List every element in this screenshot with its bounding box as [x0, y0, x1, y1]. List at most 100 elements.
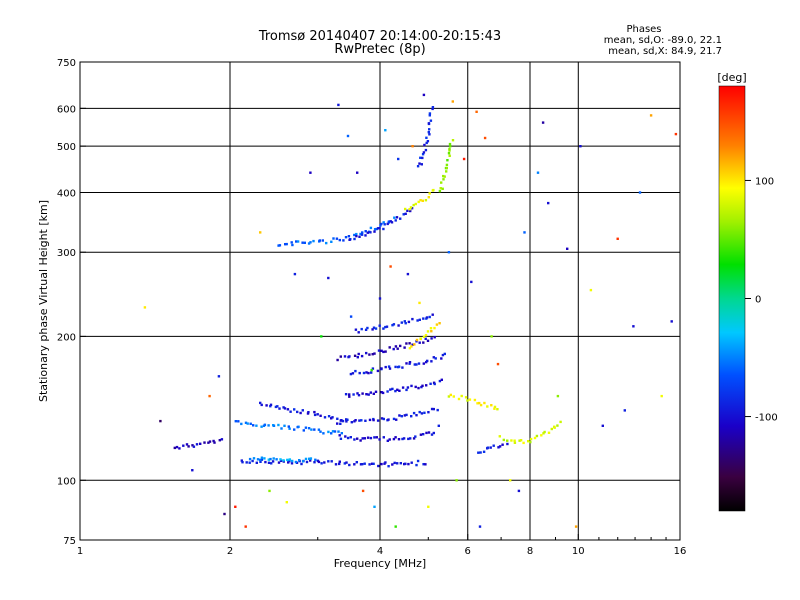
data-point [408, 208, 411, 211]
data-point [427, 431, 431, 434]
data-point [432, 431, 435, 435]
data-point [361, 463, 364, 466]
data-point [191, 444, 194, 447]
data-point [278, 407, 281, 410]
data-point [323, 461, 326, 464]
data-point [364, 419, 367, 422]
data-point [368, 463, 371, 466]
data-point [496, 362, 500, 366]
echo-trace [234, 420, 343, 435]
data-point [365, 393, 368, 396]
data-point [285, 501, 288, 504]
data-point [343, 355, 347, 358]
data-point [327, 276, 330, 280]
data-point [195, 443, 199, 446]
data-point [336, 358, 339, 362]
data-point [272, 457, 275, 460]
data-point [293, 428, 296, 431]
data-point [422, 335, 426, 338]
data-point [380, 367, 383, 370]
data-point [259, 401, 262, 405]
data-point [483, 401, 486, 405]
stats-line-x: mean, sd,X: 84.9, 21.7 [608, 46, 722, 57]
data-point [429, 382, 432, 385]
data-point [449, 145, 452, 148]
data-point [535, 434, 539, 438]
data-point [259, 231, 262, 234]
data-point [309, 457, 313, 460]
data-point [270, 462, 273, 465]
data-point [556, 394, 560, 398]
data-point [425, 431, 428, 435]
data-point [348, 393, 351, 396]
data-point [392, 323, 396, 326]
data-point [433, 382, 436, 386]
data-point [348, 238, 351, 241]
data-point [496, 408, 499, 411]
data-point [406, 386, 410, 389]
data-point [269, 457, 272, 461]
data-point [411, 317, 414, 321]
data-point [237, 420, 240, 423]
echo-trace [404, 188, 435, 211]
data-point [369, 226, 373, 230]
data-point [354, 419, 357, 422]
data-point [445, 170, 448, 173]
data-point [335, 237, 339, 240]
data-point [418, 301, 421, 305]
y-tick-label: 600 [57, 104, 76, 115]
data-point [430, 337, 433, 340]
data-point [350, 421, 353, 424]
data-point [401, 386, 405, 389]
data-point [356, 392, 359, 395]
data-point [413, 363, 416, 366]
data-points [143, 93, 678, 528]
data-point [263, 423, 267, 426]
data-point [498, 435, 501, 438]
data-point [448, 154, 451, 157]
data-point [438, 189, 442, 193]
data-point [414, 385, 417, 389]
data-point [392, 417, 396, 421]
data-point [346, 436, 350, 440]
data-point [314, 458, 317, 461]
y-tick-label: 500 [57, 142, 76, 153]
data-point [313, 413, 317, 417]
data-point [287, 461, 290, 464]
data-point [410, 415, 413, 418]
data-point [330, 432, 333, 435]
x-tick-label: 1 [77, 546, 83, 557]
data-point [386, 390, 389, 393]
echo-trace [477, 442, 509, 454]
data-point [298, 459, 301, 462]
data-point [313, 461, 316, 464]
data-point [527, 440, 530, 443]
data-point [369, 231, 372, 234]
data-point [255, 461, 258, 464]
data-point [289, 410, 292, 413]
data-point [240, 422, 243, 426]
data-point [400, 321, 403, 324]
data-point [440, 181, 443, 184]
data-point [384, 461, 387, 464]
data-point [234, 505, 237, 508]
data-point [425, 136, 428, 139]
data-point [252, 424, 255, 427]
colorbar-tick-label: 0 [755, 295, 761, 306]
data-point [304, 426, 308, 429]
echo-trace [338, 431, 435, 442]
data-point [319, 430, 322, 433]
data-point [407, 320, 411, 324]
data-point [566, 247, 569, 250]
data-point [423, 143, 426, 147]
data-point [468, 398, 472, 401]
data-point [426, 359, 429, 363]
data-point [412, 411, 416, 415]
data-point [421, 199, 424, 202]
data-point [426, 140, 430, 143]
data-point [431, 106, 435, 109]
data-point [431, 313, 434, 316]
data-point [415, 338, 419, 342]
data-point [346, 418, 349, 421]
x-tick-label: 6 [465, 546, 471, 557]
